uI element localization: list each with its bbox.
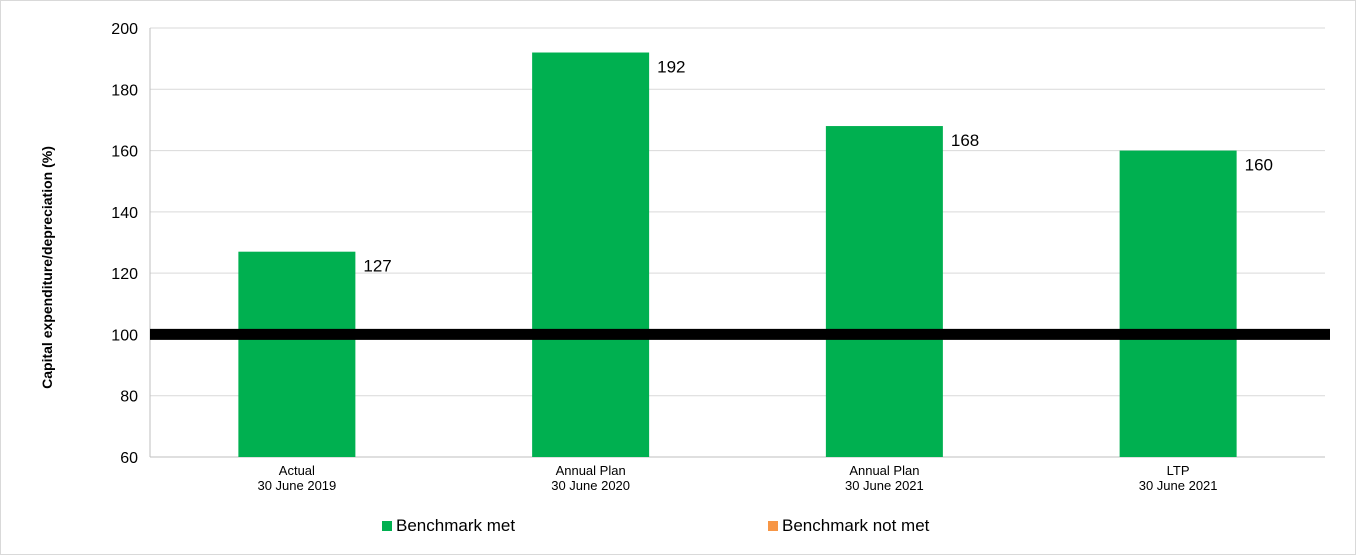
bar xyxy=(825,126,943,458)
bar xyxy=(532,52,650,458)
data-label: 192 xyxy=(657,58,685,77)
x-tick-label: Annual Plan 30 June 2021 xyxy=(845,463,924,493)
x-tick-label: Actual 30 June 2019 xyxy=(257,463,336,493)
data-label: 160 xyxy=(1245,156,1273,175)
legend-swatch xyxy=(768,521,778,531)
bar xyxy=(238,251,356,457)
y-tick-label: 180 xyxy=(111,82,138,99)
x-tick-label: LTP 30 June 2021 xyxy=(1139,463,1218,493)
legend-label: Benchmark not met xyxy=(782,516,930,535)
data-label: 127 xyxy=(363,257,391,276)
y-axis-title: Capital expenditure/depreciation (%) xyxy=(39,146,55,389)
y-tick-label: 140 xyxy=(111,205,138,222)
data-label: 168 xyxy=(951,131,979,150)
x-tick-label: Annual Plan 30 June 2020 xyxy=(551,463,630,493)
legend-label: Benchmark met xyxy=(396,516,515,535)
y-tick-label: 160 xyxy=(111,144,138,161)
y-tick-label: 120 xyxy=(111,266,138,283)
y-tick-label: 80 xyxy=(120,389,138,406)
bar xyxy=(1119,150,1237,458)
y-tick-label: 200 xyxy=(111,21,138,38)
y-tick-label: 100 xyxy=(111,327,138,344)
legend-swatch xyxy=(382,521,392,531)
y-tick-label: 60 xyxy=(120,450,138,467)
